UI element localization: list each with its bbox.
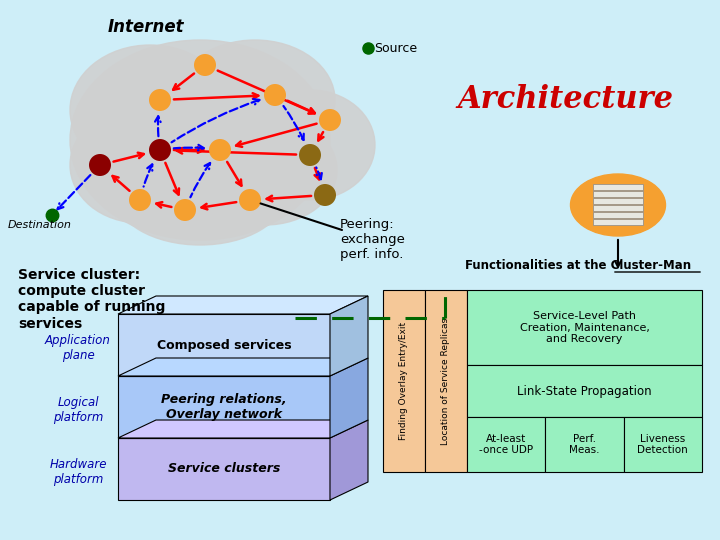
Polygon shape	[330, 358, 368, 438]
Circle shape	[209, 139, 231, 161]
Text: Source: Source	[374, 42, 417, 55]
Polygon shape	[425, 290, 467, 472]
Circle shape	[129, 189, 151, 211]
Circle shape	[89, 154, 111, 176]
Circle shape	[299, 144, 321, 166]
Ellipse shape	[570, 174, 665, 236]
FancyBboxPatch shape	[593, 212, 643, 218]
Text: Perf.
Meas.: Perf. Meas.	[570, 434, 600, 455]
Polygon shape	[118, 438, 330, 500]
Text: Architecture: Architecture	[457, 84, 673, 115]
Polygon shape	[118, 358, 368, 376]
Circle shape	[174, 199, 196, 221]
Ellipse shape	[70, 107, 210, 223]
Polygon shape	[467, 365, 702, 417]
Polygon shape	[118, 296, 368, 314]
Text: Liveness
Detection: Liveness Detection	[637, 434, 688, 455]
Polygon shape	[545, 417, 624, 472]
Text: Service-Level Path
Creation, Maintenance,
and Recovery: Service-Level Path Creation, Maintenance…	[520, 311, 649, 344]
Circle shape	[264, 84, 286, 106]
Polygon shape	[330, 420, 368, 500]
Polygon shape	[467, 417, 545, 472]
Text: Location of Service Replicas: Location of Service Replicas	[441, 318, 451, 444]
Text: Peering relations,
Overlay network: Peering relations, Overlay network	[161, 393, 287, 421]
Polygon shape	[118, 314, 330, 376]
Ellipse shape	[115, 145, 285, 245]
Circle shape	[319, 109, 341, 131]
Text: Internet: Internet	[108, 18, 184, 36]
Polygon shape	[383, 290, 425, 472]
Polygon shape	[330, 296, 368, 376]
Text: Application
plane: Application plane	[45, 334, 111, 362]
Text: Destination: Destination	[8, 220, 72, 230]
Text: Composed services: Composed services	[157, 339, 292, 352]
FancyBboxPatch shape	[593, 198, 643, 204]
Text: Hardware
platform: Hardware platform	[49, 458, 107, 486]
Text: Service cluster:
compute cluster
capable of running
services: Service cluster: compute cluster capable…	[18, 268, 166, 330]
Ellipse shape	[70, 45, 230, 175]
Ellipse shape	[245, 90, 375, 200]
Circle shape	[149, 139, 171, 161]
Text: Finding Overlay Entry/Exit: Finding Overlay Entry/Exit	[400, 322, 408, 440]
Text: Functionalities at the Cluster-Man: Functionalities at the Cluster-Man	[465, 259, 691, 272]
FancyBboxPatch shape	[593, 219, 643, 225]
Circle shape	[314, 184, 336, 206]
FancyBboxPatch shape	[593, 205, 643, 211]
Polygon shape	[118, 420, 368, 438]
Text: Service clusters: Service clusters	[168, 462, 280, 476]
Polygon shape	[624, 417, 702, 472]
Circle shape	[194, 54, 216, 76]
Text: Link-State Propagation: Link-State Propagation	[517, 384, 652, 397]
Text: Logical
platform: Logical platform	[53, 396, 103, 424]
Ellipse shape	[175, 40, 335, 160]
Circle shape	[149, 89, 171, 111]
FancyBboxPatch shape	[593, 184, 643, 190]
Ellipse shape	[70, 40, 330, 240]
Polygon shape	[118, 376, 330, 438]
Polygon shape	[467, 290, 702, 365]
Circle shape	[239, 189, 261, 211]
Text: Peering:
exchange
perf. info.: Peering: exchange perf. info.	[340, 218, 405, 261]
Ellipse shape	[193, 115, 337, 225]
Text: At-least
-once UDP: At-least -once UDP	[479, 434, 534, 455]
FancyBboxPatch shape	[593, 191, 643, 197]
